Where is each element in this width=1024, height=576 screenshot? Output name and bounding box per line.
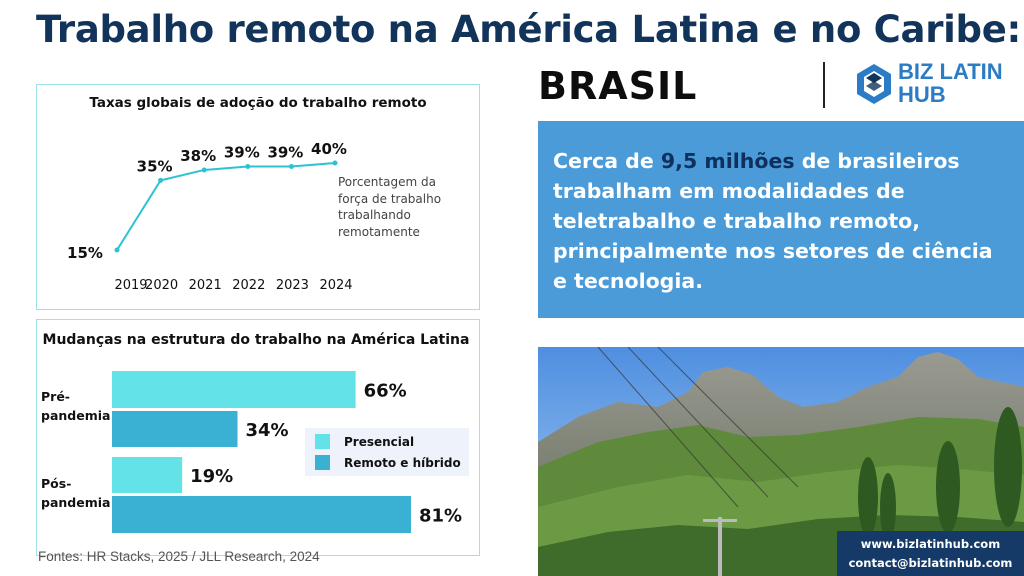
x-tick-2020: 2020: [145, 278, 178, 293]
bar-legend: Presencial Remoto e híbrido: [305, 428, 469, 476]
category-label-pre-line1: Pré-: [41, 389, 70, 404]
logo-text: BIZ LATIN HUB: [898, 60, 1003, 106]
legend-swatch-presencial: [315, 434, 330, 449]
line-label-2020: 35%: [137, 157, 173, 175]
category-label-post-line2: pandemia: [41, 495, 111, 510]
line-point-2020: [158, 177, 164, 183]
logo-divider: [823, 62, 825, 108]
x-tick-2019: 2019: [114, 278, 147, 293]
line-label-2021: 38%: [180, 147, 216, 165]
category-label-pre-line2: pandemia: [41, 408, 111, 423]
line-chart-annotation: Porcentagem da força de trabalho trabalh…: [338, 175, 442, 239]
contact-box: www.bizlatinhub.com contact@bizlatinhub.…: [837, 531, 1024, 576]
legend-item-remoto: Remoto e híbrido: [315, 455, 461, 470]
bar-chart-title: Mudanças na estrutura do trabalho na Amé…: [42, 332, 470, 348]
x-tick-2022: 2022: [232, 278, 265, 293]
bar-label-pre-remoto: 34%: [246, 420, 289, 441]
line-series: [116, 162, 336, 251]
bar-chart-panel: Mudanças na estrutura do trabalho na Amé…: [36, 319, 480, 556]
line-label-2024: 40%: [311, 140, 347, 158]
bar-label-post-presencial: 19%: [190, 466, 233, 487]
bizlatinhub-icon: [857, 64, 891, 104]
bar-label-post-remoto: 81%: [419, 506, 462, 527]
line-label-2019: 15%: [67, 244, 103, 262]
x-tick-2021: 2021: [189, 278, 222, 293]
main-title: Trabalho remoto na América Latina e no C…: [36, 8, 1022, 51]
legend-label-presencial: Presencial: [344, 434, 415, 449]
line-chart-panel: Taxas globais de adoção do trabalho remo…: [36, 84, 480, 310]
x-tick-2023: 2023: [276, 278, 309, 293]
bar-pre-presencial: [112, 371, 356, 408]
legend-item-presencial: Presencial: [315, 434, 414, 449]
info-highlight: 9,5 milhões: [660, 149, 795, 173]
line-point-2019: [114, 247, 120, 253]
info-text-before: Cerca de: [553, 149, 661, 173]
sources-note: Fontes: HR Stacks, 2025 / JLL Research, …: [38, 549, 320, 564]
line-point-2024: [332, 160, 338, 166]
x-tick-2024: 2024: [319, 278, 352, 293]
legend-swatch-remoto: [315, 455, 330, 470]
line-label-2023: 39%: [267, 143, 303, 161]
legend-label-remoto: Remoto e híbrido: [344, 455, 461, 470]
logo-line-2: HUB: [898, 82, 946, 107]
bar-post-remoto: [112, 496, 411, 533]
category-label-post: Pós- pandemia: [41, 474, 111, 512]
info-box: Cerca de 9,5 milhões de brasileiros trab…: [538, 121, 1024, 318]
line-point-2021: [201, 167, 207, 173]
category-label-post-line1: Pós-: [41, 476, 72, 491]
category-label-pre: Pré- pandemia: [41, 387, 111, 425]
line-point-2023: [288, 163, 294, 169]
bar-label-pre-presencial: 66%: [364, 381, 407, 402]
bar-pre-remoto: [112, 411, 238, 447]
bar-post-presencial: [112, 457, 183, 493]
logo-line-1: BIZ LATIN: [898, 59, 1003, 84]
bar-chart: 66% 34% 19% 81%: [112, 371, 462, 533]
line-chart-title: Taxas globais de adoção do trabalho remo…: [89, 95, 427, 111]
info-text-after: de brasileiros trabalham em modalidades …: [553, 149, 993, 293]
line-label-2022: 39%: [224, 143, 260, 161]
contact-email[interactable]: contact@bizlatinhub.com: [848, 556, 1013, 570]
contact-website[interactable]: www.bizlatinhub.com: [860, 537, 1001, 551]
country-title: BRASIL: [538, 64, 698, 108]
line-chart: 15% 2019 35% 2020 38% 2021 39% 2022 39% 2023 40% 20…: [67, 140, 353, 293]
line-point-2022: [245, 163, 251, 169]
